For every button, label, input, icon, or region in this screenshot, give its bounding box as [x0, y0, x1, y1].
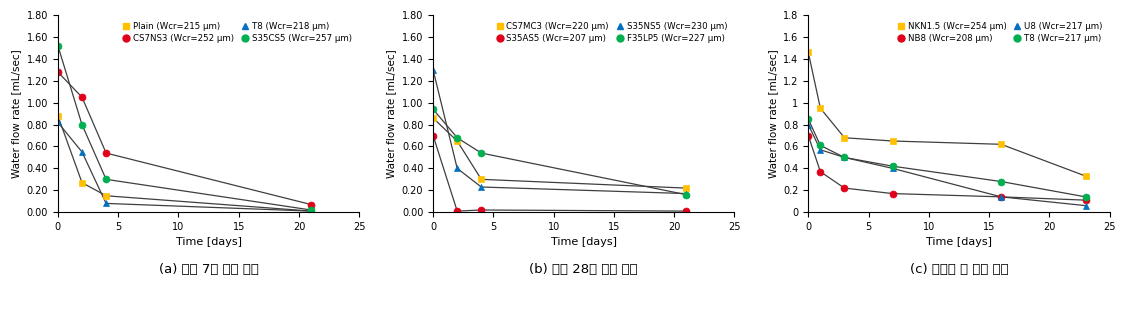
- Text: (c) 팩운재 및 기타 소재: (c) 팩운재 및 기타 소재: [909, 263, 1009, 276]
- Text: (b) 재령 28일 균열 유도: (b) 재령 28일 균열 유도: [530, 263, 638, 276]
- Y-axis label: Water flow rate [mL/sec]: Water flow rate [mL/sec]: [11, 49, 21, 178]
- Legend: Plain (Wcr=215 μm), CS7NS3 (Wcr=252 μm), T8 (Wcr=218 μm), S35CS5 (Wcr=257 μm): Plain (Wcr=215 μm), CS7NS3 (Wcr=252 μm),…: [119, 19, 355, 46]
- Y-axis label: Water flow rate [mL/sec]: Water flow rate [mL/sec]: [387, 49, 397, 178]
- X-axis label: Time [days]: Time [days]: [926, 238, 992, 248]
- X-axis label: Time [days]: Time [days]: [176, 238, 241, 248]
- Y-axis label: Water flow rate [mL/sec]: Water flow rate [mL/sec]: [767, 49, 778, 178]
- X-axis label: Time [days]: Time [days]: [551, 238, 616, 248]
- Legend: CS7MC3 (Wcr=220 μm), S35AS5 (Wcr=207 μm), S35NS5 (Wcr=230 μm), F35LP5 (Wcr=227 μ: CS7MC3 (Wcr=220 μm), S35AS5 (Wcr=207 μm)…: [492, 19, 730, 46]
- Legend: NKN1.5 (Wcr=254 μm), NB8 (Wcr=208 μm), U8 (Wcr=217 μm), T8 (Wcr=217 μm): NKN1.5 (Wcr=254 μm), NB8 (Wcr=208 μm), U…: [894, 19, 1106, 46]
- Text: (a) 재령 7일 균열 유도: (a) 재령 7일 균열 유도: [159, 263, 258, 276]
